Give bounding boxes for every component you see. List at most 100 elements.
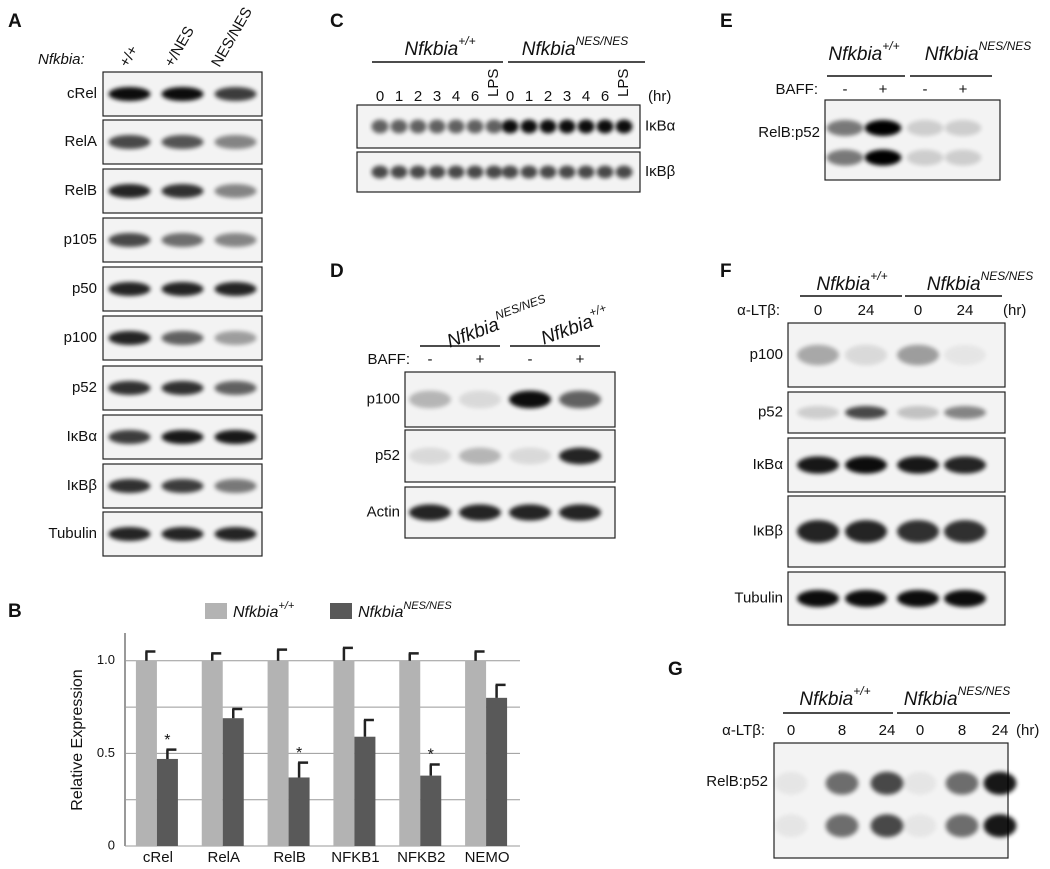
- genotype-row-label: Nfkbia:: [38, 51, 85, 68]
- blot-band: [615, 165, 633, 179]
- bar: [135, 660, 157, 846]
- blot-band: [214, 478, 257, 494]
- blot-band: [466, 119, 484, 134]
- genotype-label: NfkbiaNES/NES: [443, 292, 552, 353]
- blot-band: [161, 134, 204, 150]
- blot-band: [409, 165, 427, 179]
- blot-band: [459, 447, 501, 465]
- blot-band: [797, 405, 839, 420]
- blot-band: [983, 771, 1017, 795]
- legend-swatch: [205, 603, 227, 619]
- blot-band: [558, 165, 576, 179]
- blot-band: [845, 344, 887, 366]
- genotype-name: Nfkbia: [538, 311, 596, 349]
- blot-band: [845, 520, 887, 543]
- blot-band: [214, 526, 257, 542]
- blot-band: [108, 380, 151, 396]
- error-bar: [495, 683, 506, 698]
- bar: [465, 660, 487, 846]
- blot-band: [944, 456, 986, 474]
- blot-band: [520, 119, 538, 134]
- lane-label: 4: [582, 88, 590, 105]
- blot-band: [161, 380, 204, 396]
- genotype-label: NfkbiaNES/NES: [925, 39, 1032, 65]
- lane-label: -: [528, 351, 533, 368]
- lane-label: +: [576, 351, 585, 368]
- x-tick-label: RelA: [207, 849, 240, 866]
- blot-band: [797, 456, 839, 474]
- blot-band: [897, 456, 939, 474]
- blot-band: [214, 183, 257, 199]
- blot-band: [214, 134, 257, 150]
- blot-band: [214, 281, 257, 297]
- blot-band: [826, 149, 864, 166]
- blot-band: [897, 590, 939, 607]
- blot-label: RelB: [64, 182, 97, 199]
- blot-label: RelB:p52: [758, 124, 820, 141]
- blot-band: [447, 119, 465, 134]
- lane-label: 0: [787, 722, 795, 739]
- blot-band: [897, 344, 939, 366]
- blot-band: [509, 447, 551, 465]
- treatment-label: BAFF:: [775, 81, 818, 98]
- blot-band: [459, 390, 501, 409]
- blot-label: Tubulin: [48, 525, 97, 542]
- blot-band: [539, 165, 557, 179]
- blot-band: [797, 344, 839, 366]
- blot-band: [161, 183, 204, 199]
- blot-band: [161, 526, 204, 542]
- blot: [773, 742, 1009, 859]
- blot-band: [559, 447, 601, 465]
- blot-band: [214, 429, 257, 445]
- genotype-label: Nfkbia+/+: [537, 301, 613, 350]
- genotype-superscript: +/+: [853, 684, 870, 698]
- blot-band: [944, 149, 982, 166]
- genotype-name: Nfkbia: [925, 44, 979, 65]
- blot-band: [945, 814, 979, 838]
- lane-label: NES/NES: [208, 4, 256, 70]
- blot-band: [409, 504, 451, 521]
- blot-band: [944, 405, 986, 420]
- error-bar: [211, 652, 222, 661]
- blot-band: [409, 447, 451, 465]
- blot-label: IκBβ: [753, 522, 784, 539]
- lane-label: +: [959, 81, 968, 98]
- genotype-label: Nfkbia+/+: [404, 34, 475, 60]
- blot-label: p52: [758, 403, 783, 420]
- blot-band: [161, 232, 204, 248]
- legend-label: Nfkbia+/+: [233, 600, 295, 621]
- blot-band: [845, 590, 887, 607]
- genotype-label: NfkbiaNES/NES: [927, 269, 1034, 295]
- blot-band: [459, 504, 501, 521]
- genotype-superscript: NES/NES: [981, 269, 1034, 283]
- genotype-superscript: +/+: [882, 39, 899, 53]
- lane-label: 3: [433, 88, 441, 105]
- error-bar: [363, 718, 374, 737]
- blot-band: [520, 165, 538, 179]
- blot-band: [539, 119, 557, 134]
- blot-label: p52: [72, 379, 97, 396]
- panel-label: D: [330, 261, 344, 282]
- error-bar: [474, 650, 485, 661]
- blot-band: [903, 771, 937, 795]
- blot-band: [409, 390, 451, 409]
- lane-label: +/NES: [161, 24, 198, 70]
- genotype-name: Nfkbia: [927, 274, 981, 295]
- blot-band: [428, 165, 446, 179]
- error-bar: [297, 761, 309, 778]
- blot-band: [906, 120, 944, 136]
- genotype-superscript: NES/NES: [576, 34, 629, 48]
- lane-label: 1: [395, 88, 403, 105]
- blot-band: [615, 119, 633, 134]
- blot-label: p100: [367, 390, 400, 407]
- error-bar: [429, 763, 440, 776]
- blot-band: [108, 526, 151, 542]
- y-tick-label: 0: [108, 837, 115, 852]
- blot-band: [108, 281, 151, 297]
- blot-band: [897, 520, 939, 543]
- panel-label: E: [720, 11, 733, 32]
- blot-band: [797, 520, 839, 543]
- blot-band: [108, 134, 151, 150]
- blot-band: [944, 520, 986, 543]
